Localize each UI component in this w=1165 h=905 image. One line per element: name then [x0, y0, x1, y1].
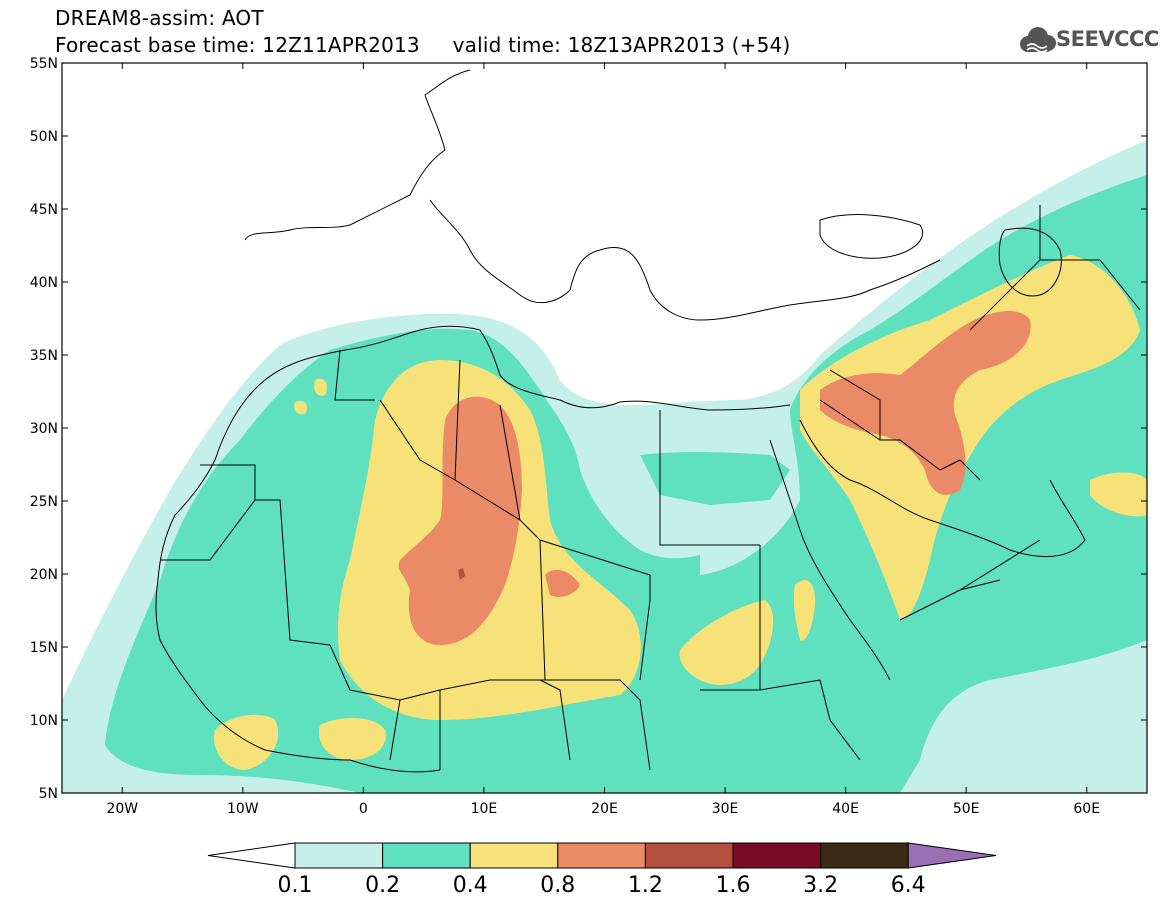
- colorbar-box: [382, 842, 471, 869]
- lon-label: 20W: [106, 801, 138, 817]
- colorbar-box: [820, 842, 909, 869]
- lon-label: 10W: [227, 801, 259, 817]
- colorbar-label: 6.4: [891, 873, 926, 898]
- lon-label: 60E: [1073, 801, 1100, 817]
- aot-level-0.8-1.2: [398, 310, 1031, 645]
- cloud-logo-icon: [1020, 27, 1056, 53]
- lat-label: 50N: [30, 129, 58, 145]
- logo-text: SEEVCCC: [1056, 27, 1159, 51]
- colorbar-under-arrow: [207, 842, 296, 869]
- colorbar-over-arrow: [907, 842, 997, 869]
- colorbar-box: [557, 842, 646, 869]
- colorbar-label: 0.4: [453, 873, 488, 898]
- map-title: DREAM8-assim: AOT: [55, 6, 264, 30]
- colorbar-label: 1.6: [716, 873, 751, 898]
- lon-label: 20E: [591, 801, 618, 817]
- colorbar-label: 3.2: [803, 873, 838, 898]
- lat-label: 35N: [30, 348, 58, 364]
- map-subtitle: Forecast base time: 12Z11APR2013 valid t…: [55, 33, 791, 57]
- lon-label: 10E: [471, 801, 498, 817]
- colorbar-box: [294, 842, 384, 869]
- lat-label: 10N: [30, 713, 58, 729]
- colorbar-label: 0.1: [278, 873, 313, 898]
- lon-label: 0: [359, 801, 368, 817]
- longitude-axis: 20W 10W 0 10E 20E 30E 40E 50E 60E: [106, 63, 1100, 817]
- colorbar-box: [469, 842, 559, 869]
- lat-label: 45N: [30, 202, 58, 218]
- lon-label: 30E: [712, 801, 739, 817]
- lat-label: 25N: [30, 494, 58, 510]
- colorbar-label: 0.8: [540, 873, 575, 898]
- aot-level-1.2-1.6: [458, 568, 465, 580]
- colorbar-box: [732, 842, 822, 869]
- coastlines: [155, 69, 1141, 773]
- lat-label: 55N: [30, 56, 58, 72]
- lat-label: 5N: [39, 786, 58, 802]
- colorbar-label: 0.2: [365, 873, 400, 898]
- colorbar-box: [644, 842, 734, 869]
- colorbar: 0.1 0.2 0.4 0.8 1.2 1.6 3.2 6.4: [207, 842, 997, 898]
- lat-label: 20N: [30, 567, 58, 583]
- colorbar-label: 1.2: [628, 873, 663, 898]
- lat-label: 15N: [30, 640, 58, 656]
- lat-label: 30N: [30, 421, 58, 437]
- lon-label: 40E: [832, 801, 859, 817]
- lat-label: 40N: [30, 275, 58, 291]
- lon-label: 50E: [953, 801, 980, 817]
- latitude-axis: 55N 50N 45N 40N 35N 30N 25N 20N 15N 10N 5N: [30, 56, 1147, 802]
